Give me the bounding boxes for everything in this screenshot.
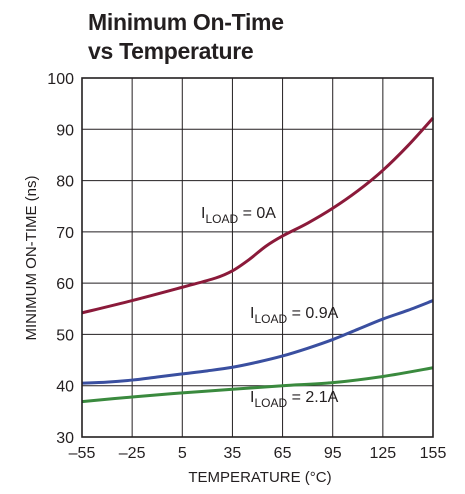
y-tick-label: 100 bbox=[47, 71, 74, 88]
series-group bbox=[81, 116, 435, 404]
annotation-iload-0-9a: ILOAD = 0.9A bbox=[250, 305, 339, 326]
annotation-iload-0a: ILOAD = 0A bbox=[201, 205, 276, 226]
x-tick-label: –25 bbox=[119, 445, 146, 462]
y-tick-label: 80 bbox=[56, 174, 74, 191]
y-tick-label: 50 bbox=[56, 327, 74, 344]
chart-title-line-2: vs Temperature bbox=[88, 38, 254, 64]
y-tick-label: 40 bbox=[56, 379, 74, 396]
annotation-iload-0a-main: I bbox=[201, 205, 205, 222]
annotation-iload-0a-sub: LOAD bbox=[205, 212, 238, 226]
annotation-iload-0-9a-rest: = 0.9A bbox=[287, 305, 338, 322]
x-tick-label: 5 bbox=[178, 445, 187, 462]
series-line-iload-0a bbox=[81, 116, 435, 315]
annotation-iload-2-1a-sub: LOAD bbox=[254, 396, 287, 410]
y-tick-label: 30 bbox=[56, 430, 74, 447]
x-tick-label: 125 bbox=[370, 445, 397, 462]
y-tick-labels: 30 40 50 60 70 80 90 100 bbox=[47, 71, 74, 447]
annotation-iload-0-9a-sub: LOAD bbox=[254, 312, 287, 326]
x-tick-labels: –55 –25 5 35 65 95 125 155 bbox=[69, 445, 447, 462]
y-tick-label: 70 bbox=[56, 225, 74, 242]
plot-frame bbox=[81, 77, 434, 438]
annotation-iload-0a-rest: = 0A bbox=[238, 205, 276, 222]
x-axis-title: TEMPERATURE (°C) bbox=[188, 469, 331, 486]
y-tick-label: 60 bbox=[56, 276, 74, 293]
x-tick-label: 155 bbox=[420, 445, 447, 462]
x-tick-label: –55 bbox=[69, 445, 96, 462]
annotation-iload-2-1a-main: I bbox=[250, 389, 254, 406]
annotation-iload-0-9a-main: I bbox=[250, 305, 254, 322]
series-line-iload-0-9a bbox=[81, 299, 434, 385]
y-axis-title: MINIMUM ON-TIME (ns) bbox=[23, 176, 40, 341]
y-tick-label: 90 bbox=[56, 122, 74, 139]
x-tick-label: 95 bbox=[324, 445, 342, 462]
chart-title: Minimum On-Time vs Temperature bbox=[88, 8, 284, 66]
annotation-iload-2-1a-rest: = 2.1A bbox=[287, 389, 338, 406]
x-tick-label: 65 bbox=[274, 445, 292, 462]
annotation-iload-2-1a: ILOAD = 2.1A bbox=[250, 389, 339, 410]
chart-title-line-1: Minimum On-Time bbox=[88, 9, 284, 35]
grid bbox=[81, 77, 434, 438]
series-line-iload-2-1a bbox=[81, 366, 434, 404]
x-tick-label: 35 bbox=[224, 445, 242, 462]
